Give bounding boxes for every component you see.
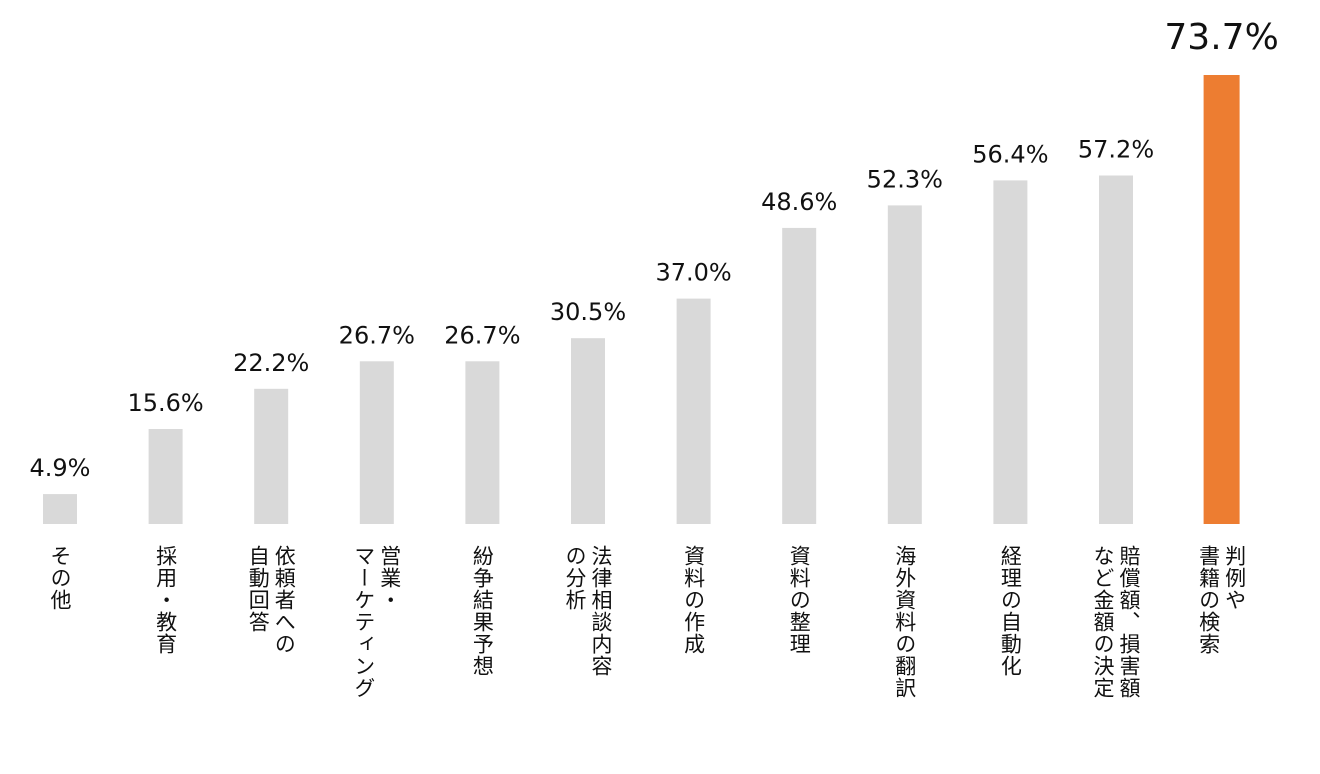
category-label: 経理の自動化 — [998, 545, 1023, 677]
bar — [887, 205, 922, 524]
category-label: その他 — [48, 545, 72, 611]
bar — [465, 361, 500, 524]
bar — [148, 429, 183, 524]
bar — [676, 298, 711, 524]
data-label: 22.2% — [233, 349, 309, 377]
data-label: 26.7% — [444, 321, 520, 349]
bar — [359, 361, 394, 524]
category-label: 資料の整理 — [787, 545, 812, 655]
data-label: 15.6% — [127, 389, 203, 417]
category-label: 判例や 書籍の検索 — [1196, 545, 1247, 655]
category-label: 依頼者への 自動回答 — [246, 545, 297, 655]
bar — [254, 388, 289, 524]
data-label: 57.2% — [1078, 136, 1154, 164]
data-label: 37.0% — [655, 259, 731, 287]
category-label: 賠償額、損害額 など金額の決定 — [1091, 545, 1141, 699]
data-label: 26.7% — [339, 321, 415, 349]
data-label: 73.7% — [1164, 17, 1278, 58]
category-label: 法律相談内容 の分析 — [563, 545, 613, 677]
bar — [571, 338, 605, 524]
data-label: 56.4% — [972, 140, 1048, 168]
category-label: 資料の作成 — [681, 545, 706, 655]
category-label: 採用・教育 — [153, 545, 178, 655]
category-label: 紛争結果予想 — [470, 545, 495, 677]
data-label: 30.5% — [550, 298, 626, 326]
data-label: 52.3% — [867, 165, 943, 193]
bar — [43, 494, 77, 524]
data-label: 4.9% — [30, 454, 91, 482]
category-label: 海外資料の翻訳 — [892, 545, 917, 699]
bar — [1203, 75, 1240, 524]
bar — [782, 227, 817, 524]
data-label: 48.6% — [761, 188, 837, 216]
bar — [993, 180, 1028, 524]
bar — [1099, 175, 1133, 524]
category-label: 営業・ マーケティング — [351, 545, 402, 699]
